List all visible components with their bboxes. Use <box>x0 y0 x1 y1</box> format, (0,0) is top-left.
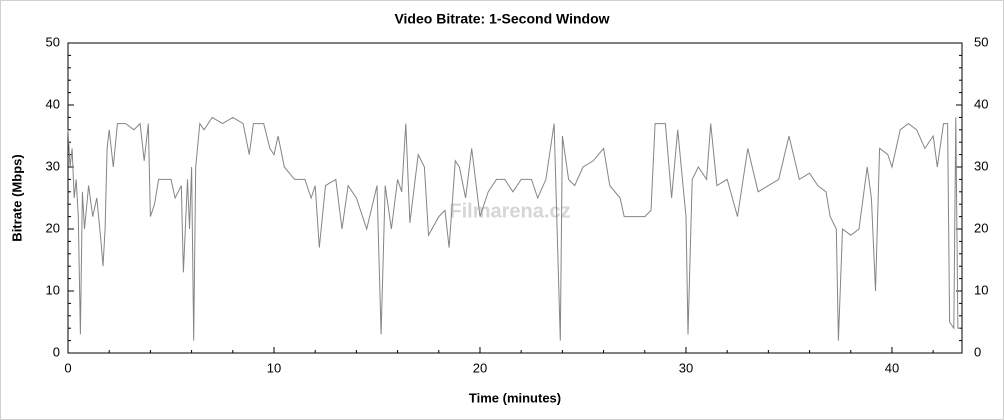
y-tick-label: 10 <box>46 282 60 297</box>
y2-tick-label: 50 <box>974 34 988 49</box>
x-tick-label: 10 <box>267 360 281 375</box>
y2-tick-label: 30 <box>974 158 988 173</box>
data-line <box>67 116 960 341</box>
x-tick-label: 0 <box>64 360 71 375</box>
x-tick-label: 20 <box>473 360 487 375</box>
y-tick-label: 20 <box>46 220 60 235</box>
y2-tick-label: 0 <box>974 344 981 359</box>
plot-frame <box>67 42 963 354</box>
y2-tick-label: 10 <box>974 282 988 297</box>
y-tick-label: 40 <box>46 96 60 111</box>
x-tick-label: 30 <box>679 360 693 375</box>
chart-title: Video Bitrate: 1-Second Window <box>394 11 609 27</box>
y-tick-label: 30 <box>46 158 60 173</box>
y-tick-label: 50 <box>46 34 60 49</box>
y2-tick-label: 40 <box>974 96 988 111</box>
x-tick-label: 40 <box>885 360 899 375</box>
y-tick-label: 0 <box>53 344 60 359</box>
x-axis-label: Time (minutes) <box>469 390 561 405</box>
y2-tick-label: 20 <box>974 220 988 235</box>
y-axis-label: Bitrate (Mbps) <box>9 154 24 241</box>
watermark: Filmarena.cz <box>449 200 570 222</box>
